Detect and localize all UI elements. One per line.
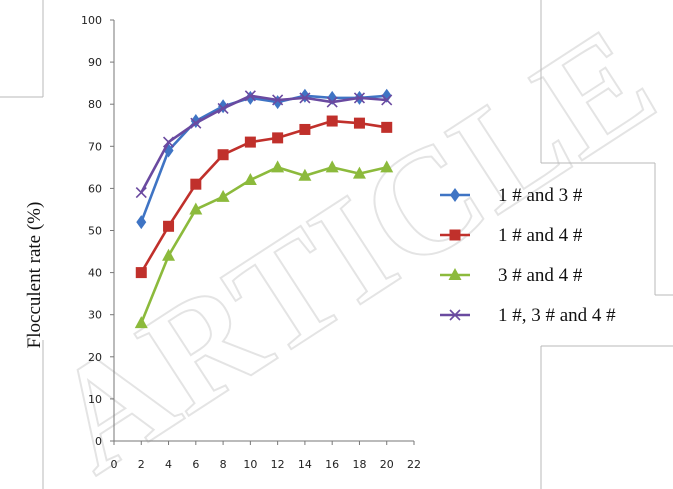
y-tick-label: 80 xyxy=(88,98,102,111)
series-layer xyxy=(134,88,394,329)
legend-item: 1 # and 3 # xyxy=(440,185,583,206)
legend-marker xyxy=(448,268,462,280)
data-point xyxy=(272,132,284,144)
series-line xyxy=(140,94,387,194)
data-point xyxy=(135,187,147,199)
y-axis: 0 10 20 30 40 50 60 70 80 90 100 xyxy=(81,14,115,448)
y-tick-group: 0 10 20 30 40 50 60 70 80 90 100 xyxy=(81,14,114,448)
data-point xyxy=(380,160,394,173)
data-point xyxy=(190,178,202,190)
y-tick-label: 0 xyxy=(95,435,102,448)
y-tick-label: 60 xyxy=(88,182,102,195)
data-point xyxy=(353,117,365,129)
y-tick-label: 90 xyxy=(88,56,102,69)
series-3 xyxy=(134,160,394,329)
data-point xyxy=(299,92,311,104)
legend-label: 1 #, 3 # and 4 # xyxy=(498,305,616,326)
x-tick-label: 20 xyxy=(380,458,394,471)
data-point xyxy=(216,189,230,202)
data-point xyxy=(136,215,147,230)
x-tick-label: 2 xyxy=(138,458,145,471)
x-tick-label: 12 xyxy=(271,458,285,471)
data-point xyxy=(217,149,229,161)
x-tick-label: 18 xyxy=(352,458,366,471)
x-tick-label: 16 xyxy=(325,458,339,471)
y-axis-title: Flocculent rate (%) xyxy=(24,202,45,349)
y-tick-label: 40 xyxy=(88,267,102,280)
data-point xyxy=(271,160,285,173)
data-point xyxy=(299,123,311,135)
data-point xyxy=(272,94,284,106)
legend-label: 1 # and 3 # xyxy=(498,185,583,206)
legend-item: 1 #, 3 # and 4 # xyxy=(440,305,616,326)
x-tick-label: 0 xyxy=(111,458,118,471)
data-point xyxy=(162,248,176,261)
data-point xyxy=(217,102,229,114)
legend-item: 3 # and 4 # xyxy=(440,265,583,286)
series-4 xyxy=(135,90,393,199)
data-point xyxy=(244,136,256,148)
data-point xyxy=(381,121,393,133)
legend-item: 1 # and 4 # xyxy=(440,225,583,246)
data-point xyxy=(135,267,147,279)
series-line xyxy=(140,166,388,324)
x-tick-label: 4 xyxy=(165,458,172,471)
x-tick-label: 8 xyxy=(220,458,227,471)
x-tick-label: 22 xyxy=(407,458,421,471)
y-tick-label: 50 xyxy=(88,225,102,238)
data-point xyxy=(189,202,203,215)
legend-marker xyxy=(450,188,460,202)
data-point xyxy=(381,94,393,106)
data-point xyxy=(163,220,175,232)
data-point xyxy=(134,316,148,329)
series-2 xyxy=(135,115,393,279)
data-point xyxy=(352,166,366,179)
legend-label: 3 # and 4 # xyxy=(498,265,583,286)
legend-marker xyxy=(449,309,461,321)
data-point xyxy=(326,96,338,108)
data-point xyxy=(298,168,312,181)
data-point xyxy=(325,160,339,173)
x-tick-label: 6 xyxy=(192,458,199,471)
y-tick-label: 20 xyxy=(88,351,102,364)
data-point xyxy=(326,115,338,127)
data-point xyxy=(244,90,256,102)
x-tick-group: 0 2 4 6 8 10 12 14 16 18 20 22 xyxy=(111,441,421,471)
y-tick-label: 100 xyxy=(81,14,102,27)
x-tick-label: 14 xyxy=(298,458,312,471)
data-point xyxy=(190,117,202,129)
y-tick-label: 30 xyxy=(88,309,102,322)
series-line xyxy=(140,94,387,223)
legend-label: 1 # and 4 # xyxy=(498,225,583,246)
series-line xyxy=(140,119,387,274)
y-tick-label: 70 xyxy=(88,140,102,153)
y-tick-label: 10 xyxy=(88,393,102,406)
data-point xyxy=(162,136,175,148)
data-point xyxy=(243,172,257,185)
legend: 1 # and 3 # 1 # and 4 # 3 # and 4 # 1 #, 3 … xyxy=(440,185,616,326)
x-axis: 0 2 4 6 8 10 12 14 16 18 20 22 xyxy=(111,440,421,471)
legend-marker xyxy=(449,229,461,241)
x-tick-label: 10 xyxy=(243,458,257,471)
data-point xyxy=(353,92,366,104)
